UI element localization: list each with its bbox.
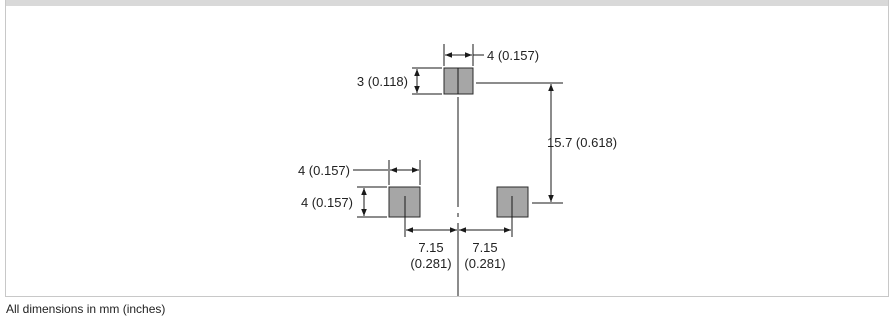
top-pad-width-label: 4 (0.157)	[487, 48, 539, 63]
left-offset-mm-label: 7.15	[418, 240, 443, 255]
top-pad-height-label: 3 (0.118)	[357, 74, 408, 89]
dimensions-footnote: All dimensions in mm (inches)	[6, 302, 166, 316]
left-pad-height-label: 4 (0.157)	[301, 195, 353, 210]
top-pad-height-dimension	[412, 67, 442, 95]
horizontal-offset-dimensions	[404, 217, 513, 237]
left-pad-width-dimension	[353, 160, 421, 185]
left-pad-height-dimension	[357, 186, 387, 218]
panel-header-bar	[6, 0, 888, 6]
left-pad	[388, 186, 421, 218]
pad-spacing-vertical-dimension	[476, 82, 563, 204]
right-offset-in-label: (0.281)	[464, 256, 505, 271]
right-offset-mm-label: 7.15	[472, 240, 497, 255]
diagram-panel	[5, 0, 889, 297]
left-pad-width-label: 4 (0.157)	[298, 163, 350, 178]
left-offset-in-label: (0.281)	[410, 256, 451, 271]
top-pad-width-dimension	[443, 44, 484, 66]
top-pad	[443, 67, 474, 95]
footprint-drawing: 4 (0.157) 3 (0.118) 15.7 (0.618) 4 (0.15…	[298, 44, 617, 296]
right-pad	[496, 186, 529, 218]
pad-spacing-vertical-label: 15.7 (0.618)	[547, 135, 617, 150]
